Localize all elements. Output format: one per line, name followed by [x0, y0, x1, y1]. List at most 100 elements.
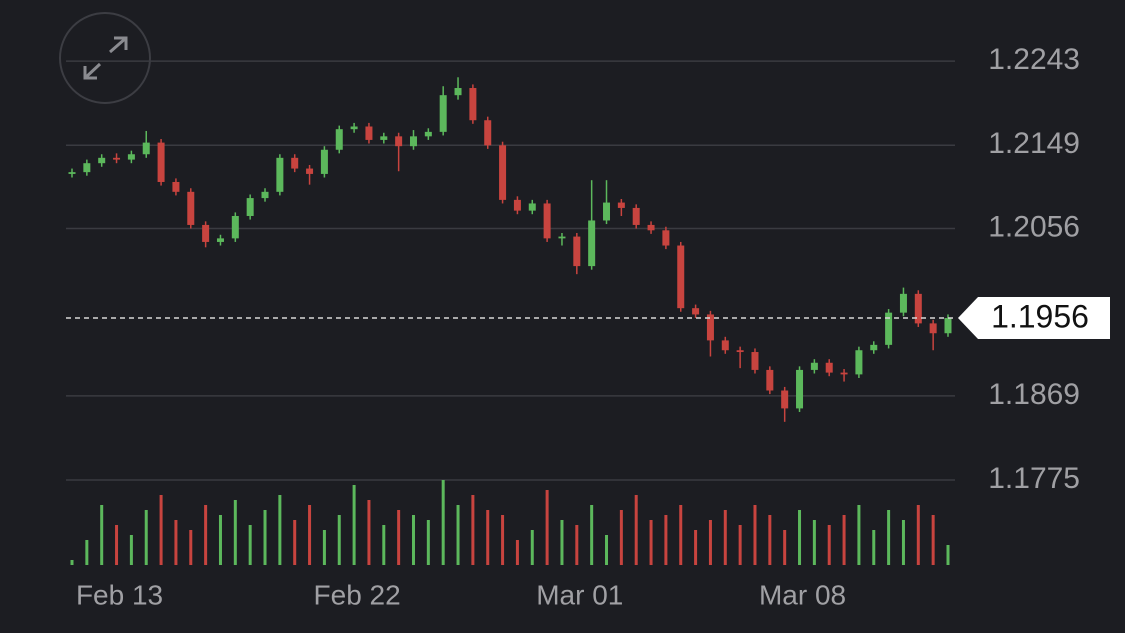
candle-body	[796, 369, 804, 409]
candle-body	[350, 126, 358, 130]
candle-body	[617, 202, 625, 208]
candle-body	[291, 157, 299, 169]
candle-body	[306, 168, 314, 174]
volume-bar	[738, 525, 742, 565]
volume-bar	[619, 510, 623, 565]
candle-body	[231, 215, 239, 239]
expand-icon[interactable]	[83, 36, 128, 80]
volume-bar	[159, 495, 163, 565]
candle-body	[424, 131, 432, 137]
candle-body	[870, 344, 878, 351]
volume-bar	[397, 510, 401, 565]
candle-body	[261, 191, 269, 199]
volume-bar	[426, 520, 430, 565]
candle-body	[513, 199, 521, 211]
y-tick-label: 1.2149	[988, 127, 1080, 160]
expand-button[interactable]	[59, 12, 151, 104]
x-tick-label: Feb 13	[76, 579, 163, 610]
volume-bar	[367, 500, 371, 565]
volume-bar	[411, 515, 415, 565]
volume-bar	[723, 510, 727, 565]
y-tick-label: 1.2056	[988, 210, 1080, 243]
volume-bar	[708, 520, 712, 565]
candle-body	[825, 362, 833, 373]
candle-body	[142, 142, 150, 155]
volume-bar	[456, 505, 460, 565]
volume-bar	[278, 495, 282, 565]
volume-bar	[768, 515, 772, 565]
candle-body	[558, 236, 566, 239]
expand-circle[interactable]	[59, 12, 151, 104]
candle-body	[98, 157, 106, 164]
candle-body	[484, 120, 492, 146]
volume-bar	[694, 530, 698, 565]
volume-bar	[872, 530, 876, 565]
candle-body	[395, 136, 403, 147]
volume-bar	[471, 495, 475, 565]
volume-bar	[783, 530, 787, 565]
candle-body	[335, 129, 343, 150]
volume-bar	[931, 515, 935, 565]
candle-body	[365, 126, 373, 140]
candle-body	[810, 362, 818, 370]
candle-body	[469, 88, 477, 121]
volume-bar	[649, 520, 653, 565]
volume-bar	[382, 525, 386, 565]
candle-body	[113, 157, 121, 160]
volume-bar	[322, 530, 326, 565]
candle-body	[899, 293, 907, 313]
volume-bar	[337, 515, 341, 565]
x-tick-label: Feb 22	[314, 579, 401, 610]
volume-bar	[129, 535, 133, 565]
volume-bar	[634, 495, 638, 565]
y-tick-label: 1.1869	[988, 378, 1080, 411]
x-tick-label: Mar 08	[759, 579, 846, 610]
volume-bar	[293, 520, 297, 565]
candle-body	[187, 191, 195, 225]
candle-body	[172, 181, 180, 192]
candle-body	[603, 202, 611, 221]
volume-bar	[842, 515, 846, 565]
candle-body	[855, 350, 863, 375]
volume-bar	[560, 520, 564, 565]
x-tick-label: Mar 01	[536, 579, 623, 610]
candle-body	[454, 88, 462, 96]
volume-bar	[352, 485, 356, 565]
candle-body	[276, 157, 284, 192]
candle-body	[840, 372, 848, 375]
candle-body	[706, 314, 714, 341]
candle-body	[692, 308, 700, 315]
volume-bar	[812, 520, 816, 565]
candle-body	[83, 163, 91, 173]
volume-bar	[798, 510, 802, 565]
candle-body	[68, 172, 76, 174]
volume-bar	[189, 530, 193, 565]
volume-bar	[204, 505, 208, 565]
y-tick-label: 1.1775	[988, 462, 1080, 495]
last-price-label: 1.1956	[991, 298, 1089, 334]
volume-bar	[530, 530, 534, 565]
volume-bar	[575, 525, 579, 565]
candle-body	[914, 293, 922, 324]
volume-bar	[263, 510, 267, 565]
volume-bar	[486, 510, 490, 565]
volume-bar	[115, 525, 119, 565]
candle-body	[127, 154, 135, 160]
candle-body	[499, 145, 507, 200]
candle-body	[588, 220, 596, 267]
volume-bar	[545, 490, 549, 565]
candle-body	[632, 207, 640, 225]
candle-body	[647, 224, 655, 231]
volume-bar	[946, 545, 950, 565]
y-tick-label: 1.2243	[988, 43, 1080, 76]
candle-body	[573, 236, 581, 267]
volume-bar	[857, 505, 861, 565]
volume-bar	[901, 520, 905, 565]
volume-bar	[70, 560, 74, 565]
candle-body	[439, 95, 447, 132]
volume-bar	[501, 515, 505, 565]
volume-bar	[218, 515, 222, 565]
candle-body	[677, 245, 685, 309]
volume-bar	[827, 525, 831, 565]
